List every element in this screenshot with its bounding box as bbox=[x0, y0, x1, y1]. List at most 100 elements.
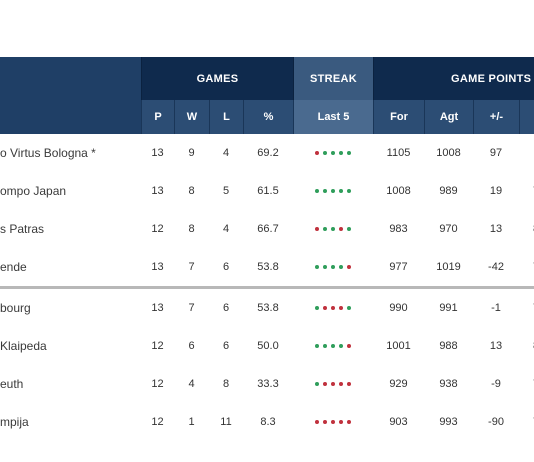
point-diff-cell: -9 bbox=[491, 378, 501, 390]
team-name[interactable]: mpija bbox=[0, 415, 29, 429]
win-dot-icon bbox=[347, 227, 351, 231]
played-cell: 12 bbox=[151, 340, 164, 352]
point-diff-cell: 19 bbox=[489, 185, 503, 197]
team-name[interactable]: o Virtus Bologna * bbox=[0, 146, 96, 160]
points-for-cell: 977 bbox=[389, 261, 408, 273]
played-cell: 12 bbox=[151, 378, 164, 390]
points-for-cell: 903 bbox=[389, 416, 408, 428]
point-diff-column-header[interactable]: +/- bbox=[473, 100, 519, 134]
loss-dot-icon bbox=[347, 382, 351, 386]
wins-cell: 7 bbox=[188, 302, 195, 314]
point-diff-cell: -90 bbox=[488, 416, 504, 428]
played-cell: 13 bbox=[151, 147, 164, 159]
loss-dot-icon bbox=[331, 306, 335, 310]
wins-cell: 1 bbox=[188, 416, 195, 428]
loss-dot-icon bbox=[323, 306, 327, 310]
game-points-group-header: GAME POINTS bbox=[373, 57, 534, 100]
percentage-column-header[interactable]: % bbox=[243, 100, 293, 134]
header-group-row: GAMES STREAK GAME POINTS bbox=[0, 57, 534, 100]
win-dot-icon bbox=[323, 189, 327, 193]
point-diff-cell: 13 bbox=[489, 340, 503, 352]
wins-cell: 8 bbox=[188, 185, 195, 197]
win-dot-icon bbox=[315, 382, 319, 386]
win-dot-icon bbox=[331, 227, 335, 231]
points-against-cell: 993 bbox=[439, 416, 458, 428]
extra-cell: 7 bbox=[519, 302, 534, 314]
losses-column-header[interactable]: L bbox=[209, 100, 243, 134]
losses-cell: 6 bbox=[222, 261, 230, 273]
header-column-row: P W L % Last 5 For Agt +/- bbox=[0, 100, 534, 134]
points-against-cell: 970 bbox=[439, 223, 458, 235]
team-name[interactable]: ompo Japan bbox=[0, 184, 67, 198]
point-diff-cell: -42 bbox=[488, 261, 504, 273]
points-for-column-header[interactable]: For bbox=[373, 100, 424, 134]
streak-cell bbox=[293, 265, 373, 269]
table-row[interactable]: euth 12 4 8 33.3 929 938 -9 7 bbox=[0, 365, 534, 403]
team-name[interactable]: euth bbox=[0, 377, 24, 391]
played-cell: 12 bbox=[151, 223, 164, 235]
extra-cell: 7 bbox=[519, 416, 534, 428]
points-against-column-header[interactable]: Agt bbox=[424, 100, 473, 134]
points-for-cell: 1105 bbox=[386, 147, 411, 159]
loss-dot-icon bbox=[315, 151, 319, 155]
point-diff-cell: -1 bbox=[491, 302, 501, 314]
loss-dot-icon bbox=[339, 306, 343, 310]
win-dot-icon bbox=[347, 151, 351, 155]
percentage-cell: 53.8 bbox=[257, 302, 279, 314]
wins-cell: 6 bbox=[188, 340, 195, 352]
wins-column-header[interactable]: W bbox=[174, 100, 209, 134]
losses-cell: 11 bbox=[220, 416, 232, 428]
table-row[interactable]: o Virtus Bologna * 13 9 4 69.2 1105 1008 97 bbox=[0, 134, 534, 172]
played-cell: 13 bbox=[151, 185, 164, 197]
streak-cell bbox=[293, 306, 373, 310]
loss-dot-icon bbox=[339, 420, 343, 424]
team-name[interactable]: Klaipeda bbox=[0, 339, 47, 353]
table-row[interactable]: Klaipeda 12 6 6 50.0 1001 988 13 8 bbox=[0, 327, 534, 365]
losses-cell: 5 bbox=[222, 185, 230, 197]
win-dot-icon bbox=[347, 306, 351, 310]
percentage-cell: 69.2 bbox=[257, 147, 279, 159]
played-cell: 13 bbox=[151, 261, 164, 273]
table-row[interactable]: bourg 13 7 6 53.8 990 991 -1 7 bbox=[0, 289, 534, 327]
team-name[interactable]: bourg bbox=[0, 301, 31, 315]
loss-dot-icon bbox=[347, 344, 351, 348]
table-row[interactable]: ende 13 7 6 53.8 977 1019 -42 7 bbox=[0, 248, 534, 289]
points-for-cell: 983 bbox=[389, 223, 408, 235]
win-dot-icon bbox=[339, 151, 343, 155]
points-against-cell: 989 bbox=[439, 185, 458, 197]
win-dot-icon bbox=[331, 189, 335, 193]
percentage-cell: 50.0 bbox=[257, 340, 279, 352]
table-row[interactable]: ompo Japan 13 8 5 61.5 1008 989 19 7 bbox=[0, 172, 534, 210]
loss-dot-icon bbox=[347, 420, 351, 424]
loss-dot-icon bbox=[315, 227, 319, 231]
team-name[interactable]: s Patras bbox=[0, 222, 45, 236]
points-against-cell: 988 bbox=[439, 340, 458, 352]
losses-cell: 6 bbox=[222, 340, 230, 352]
points-against-cell: 1019 bbox=[436, 261, 461, 273]
win-dot-icon bbox=[323, 344, 327, 348]
points-for-cell: 990 bbox=[389, 302, 408, 314]
loss-dot-icon bbox=[323, 382, 327, 386]
win-dot-icon bbox=[339, 189, 343, 193]
win-dot-icon bbox=[339, 265, 343, 269]
streak-cell bbox=[293, 382, 373, 386]
extra-cell: 8 bbox=[519, 223, 534, 235]
loss-dot-icon bbox=[339, 382, 343, 386]
percentage-cell: 33.3 bbox=[257, 378, 279, 390]
streak-cell bbox=[293, 344, 373, 348]
win-dot-icon bbox=[339, 344, 343, 348]
loss-dot-icon bbox=[339, 227, 343, 231]
team-header-blank bbox=[0, 57, 141, 100]
team-name[interactable]: ende bbox=[0, 260, 27, 274]
table-row[interactable]: s Patras 12 8 4 66.7 983 970 13 8 bbox=[0, 210, 534, 248]
point-diff-cell: 97 bbox=[489, 147, 503, 159]
extra-cell: 7 bbox=[519, 378, 534, 390]
points-against-cell: 1008 bbox=[436, 147, 461, 159]
win-dot-icon bbox=[323, 227, 327, 231]
played-column-header[interactable]: P bbox=[141, 100, 174, 134]
win-dot-icon bbox=[323, 151, 327, 155]
points-for-cell: 929 bbox=[389, 378, 408, 390]
extra-cell: 7 bbox=[519, 261, 534, 273]
win-dot-icon bbox=[315, 265, 319, 269]
